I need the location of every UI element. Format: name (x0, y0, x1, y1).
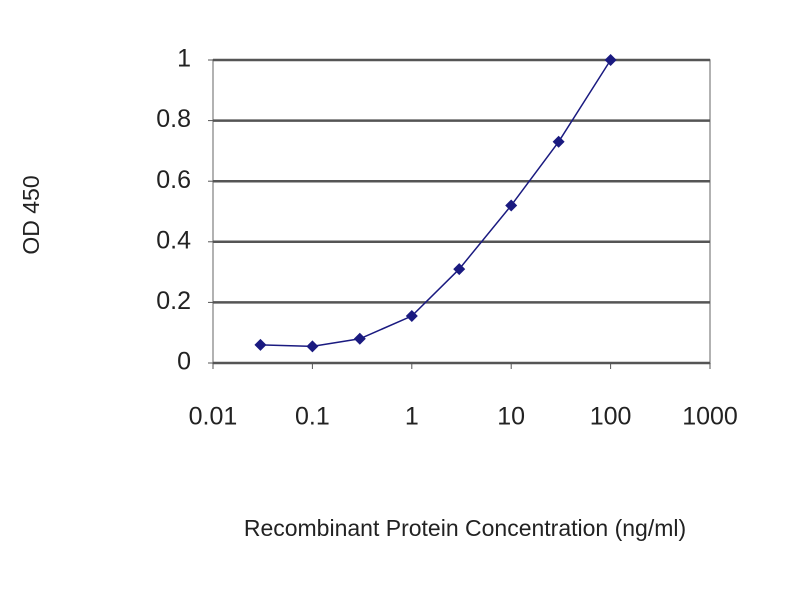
x-tick-label: 1 (405, 403, 419, 431)
data-point (353, 332, 366, 345)
plot-area (212, 59, 711, 364)
data-point (453, 263, 466, 276)
x-tick-label: 100 (590, 403, 632, 431)
y-tick-label: 0.8 (156, 105, 191, 133)
x-tick-label: 1000 (682, 403, 738, 431)
data-point (306, 340, 319, 353)
y-axis-title: OD 450 (18, 175, 44, 254)
y-tick-label: 0.2 (156, 287, 191, 315)
x-tick-label: 0.1 (295, 403, 330, 431)
y-tick-label: 1 (177, 45, 191, 73)
series-line (260, 59, 612, 348)
data-point (505, 199, 518, 212)
y-tick-label: 0.4 (156, 226, 191, 254)
x-axis-title: Recombinant Protein Concentration (ng/ml… (244, 515, 686, 541)
y-tick-label: 0.6 (156, 166, 191, 194)
x-tick-label: 0.01 (189, 403, 238, 431)
y-tick-label: 0 (177, 348, 191, 376)
data-point (604, 54, 617, 66)
data-point (254, 338, 267, 351)
data-point (405, 310, 418, 323)
data-point (552, 135, 565, 148)
x-tick-label: 10 (497, 403, 525, 431)
